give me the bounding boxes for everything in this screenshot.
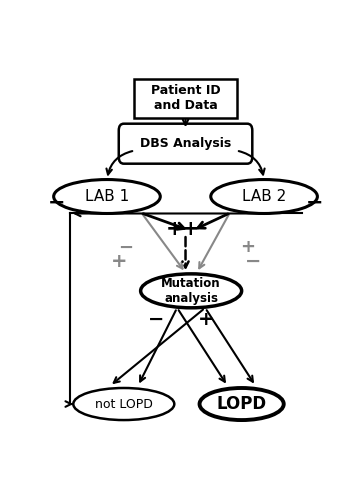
Ellipse shape	[199, 388, 284, 420]
Ellipse shape	[73, 388, 174, 420]
Text: LAB 1: LAB 1	[85, 189, 129, 204]
Text: +: +	[182, 220, 199, 239]
Ellipse shape	[141, 274, 242, 308]
Text: +: +	[240, 239, 255, 256]
FancyBboxPatch shape	[119, 123, 252, 164]
Text: −: −	[118, 239, 133, 256]
Text: LAB 2: LAB 2	[242, 189, 286, 204]
Text: +: +	[198, 310, 215, 329]
Ellipse shape	[211, 179, 317, 214]
Ellipse shape	[54, 179, 160, 214]
Text: Patient ID
and Data: Patient ID and Data	[151, 84, 220, 112]
Text: LOPD: LOPD	[216, 395, 267, 413]
Text: −: −	[148, 310, 164, 329]
FancyBboxPatch shape	[134, 78, 237, 118]
Text: −: −	[48, 192, 65, 212]
Text: +: +	[166, 220, 184, 239]
Text: −: −	[245, 252, 261, 271]
Text: Mutation
analysis: Mutation analysis	[161, 277, 221, 305]
Text: −: −	[306, 192, 323, 212]
Text: +: +	[111, 252, 128, 271]
Text: not LOPD: not LOPD	[95, 397, 153, 411]
Text: DBS Analysis: DBS Analysis	[140, 137, 231, 150]
